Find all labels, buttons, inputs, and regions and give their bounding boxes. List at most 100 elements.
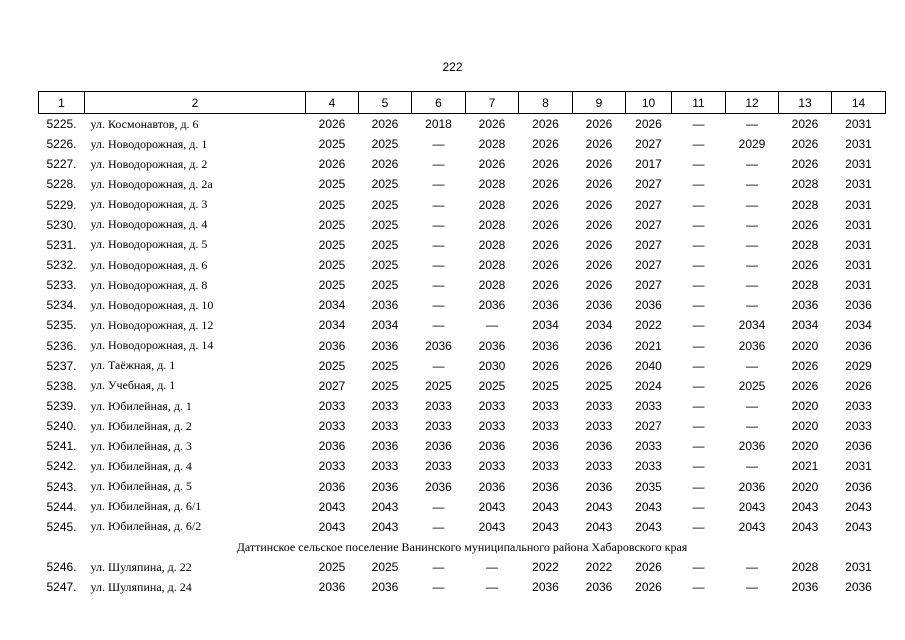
header-cell: 4 <box>305 91 359 114</box>
cell: 2028 <box>791 177 819 192</box>
table-row: 5225. ул. Космонавтов, д. 6 2026 2026 2018 20… <box>39 114 886 135</box>
cell: 2026 <box>532 177 559 192</box>
cell: 2036 <box>532 580 559 595</box>
cell: 5232. <box>46 258 77 273</box>
cell: 2028 <box>478 177 506 192</box>
cell: 2021 <box>791 459 819 474</box>
cell: 5228. <box>46 177 77 192</box>
cell: — <box>432 560 445 575</box>
cell: 5246. <box>46 560 77 575</box>
table-row: 5242. ул. Юбилейная, д. 4 2033 2033 2033 2033… <box>39 456 886 476</box>
cell: 2026 <box>532 157 559 172</box>
cell: 2031 <box>845 278 872 293</box>
cell: 2026 <box>371 117 399 132</box>
cell: — <box>746 399 758 414</box>
cell: 2026 <box>585 117 613 132</box>
cell: 2033 <box>585 399 613 414</box>
cell: 2026 <box>318 157 346 172</box>
table-row: 5233. ул. Новодорожная, д. 8 2025 2025 — 2028… <box>39 275 886 295</box>
cell: — <box>486 318 498 333</box>
cell: 2036 <box>425 338 452 353</box>
table-row: 5232. ул. Новодорожная, д. 6 2025 2025 — 2028… <box>39 255 886 275</box>
cell: 2031 <box>845 237 872 252</box>
address-cell: ул. Юбилейная, д. 1 <box>90 398 192 413</box>
cell: 2033 <box>845 419 872 434</box>
table-row: 5247. ул. Шуляпина, д. 24 2036 2036 — — 2036 20… <box>39 577 886 597</box>
cell: — <box>432 237 445 252</box>
cell: 5236. <box>46 338 77 353</box>
cell: — <box>746 117 758 132</box>
cell: 2028 <box>791 197 819 212</box>
cell: 2043 <box>532 499 559 514</box>
cell: 2026 <box>585 137 613 152</box>
cell: 2031 <box>845 258 872 273</box>
cell: 2043 <box>738 499 766 514</box>
cell: 2036 <box>585 479 613 494</box>
page-number: 222 <box>442 60 463 74</box>
cell: 2027 <box>635 258 662 273</box>
cell: 2033 <box>478 419 506 434</box>
cell: 2027 <box>635 217 662 232</box>
table-row: 5226. ул. Новодорожная, д. 1 2025 2025 — 2028… <box>39 134 886 154</box>
address-cell: ул. Новодорожная, д. 14 <box>90 338 214 353</box>
header-cell: 12 <box>725 91 779 114</box>
cell: — <box>432 197 445 212</box>
cell: 2025 <box>425 378 452 393</box>
cell: 2026 <box>585 197 613 212</box>
table-row: 5243. ул. Юбилейная, д. 5 2036 2036 2036 2036… <box>39 477 886 497</box>
header-cell: 7 <box>465 91 519 114</box>
table-row: 5234. ул. Новодорожная, д. 10 2034 2036 — 203… <box>39 295 886 315</box>
cell: 2025 <box>371 237 399 252</box>
cell: 2036 <box>318 479 346 494</box>
cell: 2036 <box>532 338 559 353</box>
cell: 2043 <box>845 519 872 534</box>
cell: — <box>692 479 705 494</box>
cell: 2026 <box>585 278 613 293</box>
cell: 2036 <box>532 439 559 454</box>
cell: 2033 <box>845 399 872 414</box>
cell: 2029 <box>738 137 766 152</box>
cell: 2020 <box>791 419 819 434</box>
cell: — <box>746 258 758 273</box>
cell: — <box>692 560 705 575</box>
cell: 2026 <box>318 117 346 132</box>
cell: 2036 <box>845 580 872 595</box>
cell: 2036 <box>635 298 662 313</box>
cell: 2043 <box>318 499 346 514</box>
cell: 2025 <box>371 560 399 575</box>
cell: 2034 <box>318 298 346 313</box>
cell: — <box>746 419 758 434</box>
cell: 2025 <box>318 177 346 192</box>
cell: 2026 <box>532 358 559 373</box>
cell: 2036 <box>532 479 559 494</box>
address-cell: ул. Юбилейная, д. 2 <box>90 418 192 433</box>
cell: 2028 <box>478 258 506 273</box>
cell: 2025 <box>371 378 399 393</box>
cell: 2028 <box>478 278 506 293</box>
cell: 2043 <box>585 499 613 514</box>
cell: 2043 <box>791 519 819 534</box>
cell: 2036 <box>371 479 399 494</box>
cell: 2026 <box>791 117 819 132</box>
cell: 2033 <box>585 459 613 474</box>
cell: 2034 <box>845 318 872 333</box>
address-cell: ул. Новодорожная, д. 6 <box>90 257 208 272</box>
cell: 2035 <box>635 479 662 494</box>
cell: 2026 <box>845 378 872 393</box>
cell: 2026 <box>585 157 613 172</box>
header-cell: 10 <box>625 91 672 114</box>
cell: — <box>692 318 705 333</box>
cell: 2028 <box>791 278 819 293</box>
cell: — <box>746 197 758 212</box>
cell: — <box>746 157 758 172</box>
cell: 2043 <box>371 499 399 514</box>
cell: 2036 <box>318 580 346 595</box>
cell: 2034 <box>791 318 819 333</box>
cell: 2031 <box>845 459 872 474</box>
cell: 2031 <box>845 217 872 232</box>
address-cell: ул. Новодорожная, д. 8 <box>90 277 208 292</box>
cell: 2026 <box>635 560 662 575</box>
cell: 2025 <box>532 378 559 393</box>
cell: 2033 <box>532 419 559 434</box>
table-row: 5241. ул. Юбилейная, д. 3 2036 2036 2036 2036… <box>39 436 886 456</box>
